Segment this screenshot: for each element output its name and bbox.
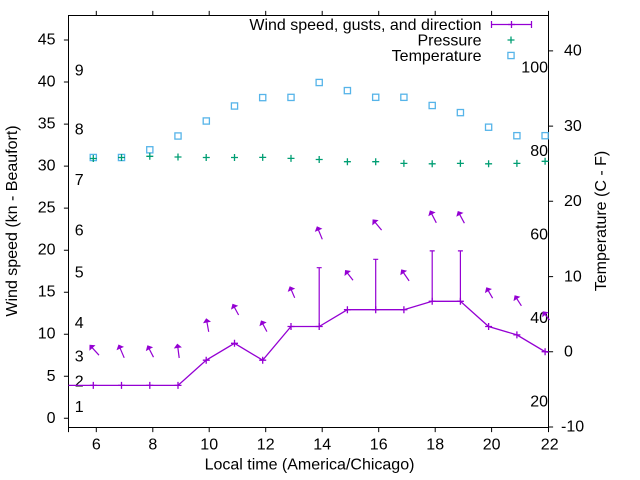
svg-text:8: 8 — [75, 122, 84, 139]
svg-text:Pressure: Pressure — [417, 33, 481, 50]
svg-text:4: 4 — [75, 315, 84, 332]
svg-text:80: 80 — [530, 143, 548, 160]
svg-text:10: 10 — [38, 326, 56, 343]
svg-text:40: 40 — [38, 74, 56, 91]
svg-text:20: 20 — [530, 394, 548, 411]
svg-text:10: 10 — [200, 437, 218, 454]
svg-text:18: 18 — [426, 437, 444, 454]
svg-text:Wind speed (kn - Beaufort): Wind speed (kn - Beaufort) — [4, 125, 21, 316]
svg-text:10: 10 — [564, 268, 582, 285]
svg-text:Temperature: Temperature — [392, 48, 482, 65]
svg-text:7: 7 — [75, 172, 84, 189]
svg-text:3: 3 — [75, 349, 84, 366]
svg-text:0: 0 — [564, 344, 573, 361]
svg-text:100: 100 — [521, 60, 548, 77]
svg-text:25: 25 — [38, 200, 56, 217]
svg-text:5: 5 — [75, 264, 84, 281]
svg-text:5: 5 — [47, 368, 56, 385]
svg-text:1: 1 — [75, 399, 84, 416]
svg-text:12: 12 — [257, 437, 275, 454]
svg-text:35: 35 — [38, 116, 56, 133]
svg-text:-10: -10 — [561, 419, 584, 436]
svg-text:60: 60 — [530, 227, 548, 244]
svg-text:20: 20 — [38, 242, 56, 259]
svg-text:30: 30 — [38, 158, 56, 175]
svg-text:20: 20 — [483, 437, 501, 454]
svg-text:Wind speed, gusts, and directi: Wind speed, gusts, and direction — [249, 17, 481, 34]
svg-text:45: 45 — [38, 32, 56, 49]
svg-text:Local time (America/Chicago): Local time (America/Chicago) — [205, 457, 415, 474]
svg-text:0: 0 — [47, 410, 56, 427]
svg-text:22: 22 — [541, 437, 559, 454]
svg-text:2: 2 — [75, 374, 84, 391]
svg-text:40: 40 — [564, 43, 582, 60]
svg-text:14: 14 — [313, 437, 331, 454]
svg-text:30: 30 — [564, 118, 582, 135]
svg-text:Temperature (C - F): Temperature (C - F) — [593, 151, 610, 291]
svg-text:9: 9 — [75, 63, 84, 80]
svg-text:16: 16 — [370, 437, 388, 454]
svg-text:20: 20 — [564, 193, 582, 210]
svg-text:8: 8 — [148, 437, 157, 454]
svg-text:15: 15 — [38, 284, 56, 301]
svg-text:6: 6 — [75, 222, 84, 239]
svg-text:6: 6 — [92, 437, 101, 454]
